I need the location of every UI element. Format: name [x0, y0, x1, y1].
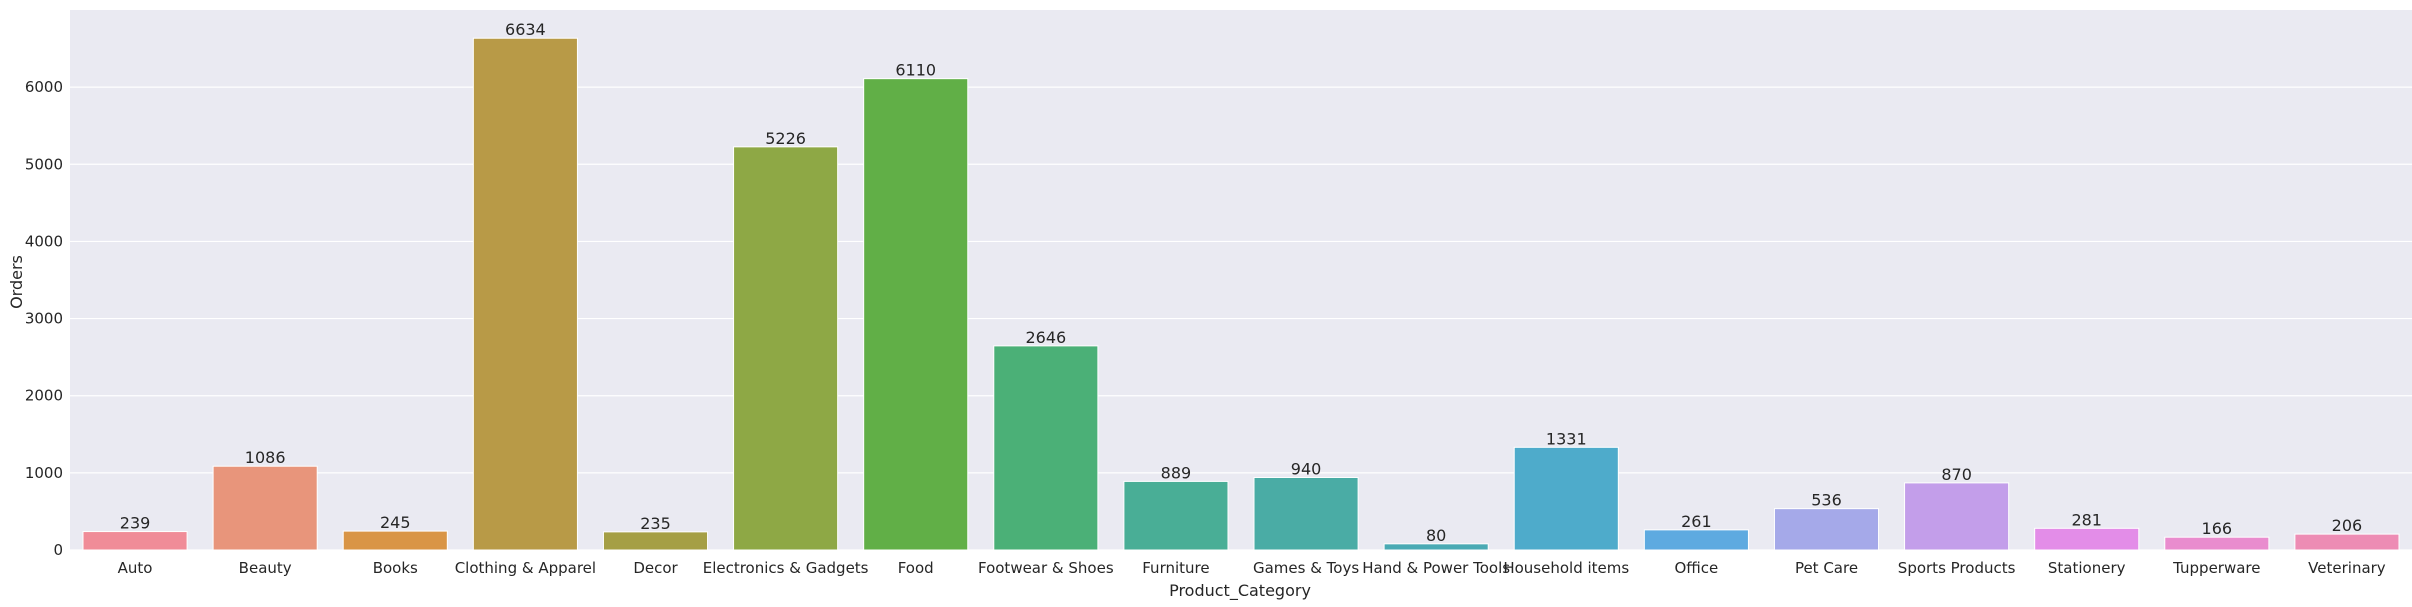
- bar-value-label: 5226: [765, 129, 806, 148]
- x-tick-label: Tupperware: [2172, 559, 2260, 577]
- x-tick-label: Veterinary: [2308, 559, 2386, 577]
- bar: [1643, 529, 1749, 551]
- bar: [2034, 527, 2140, 551]
- bar-value-label: 889: [1161, 463, 1192, 482]
- x-tick-label: Decor: [633, 559, 678, 577]
- bar-value-label: 1086: [245, 448, 286, 467]
- bar: [2164, 536, 2270, 551]
- bar-value-label: 2646: [1025, 328, 1066, 347]
- bar: [863, 78, 969, 551]
- bar: [1904, 482, 2010, 551]
- bar-value-label: 940: [1291, 459, 1322, 478]
- bars: [82, 37, 2400, 551]
- x-tick-label: Clothing & Apparel: [455, 559, 596, 577]
- x-tick-label: Games & Toys: [1253, 559, 1359, 577]
- y-tick-labels: 0 1000 2000 3000 4000 5000 6000: [25, 78, 63, 559]
- x-tick-label: Sports Products: [1898, 559, 2016, 577]
- bar: [472, 37, 578, 551]
- bar: [82, 531, 188, 551]
- bar: [1513, 446, 1619, 551]
- bar-value-label: 239: [120, 514, 151, 533]
- bar-value-label: 870: [1941, 465, 1972, 484]
- y-tick-label: 1000: [25, 464, 63, 482]
- bar-value-label: 281: [2071, 510, 2102, 529]
- y-tick-label: 2000: [25, 387, 63, 405]
- x-tick-labels: Auto Beauty Books Clothing & Apparel Decor El…: [118, 559, 2386, 577]
- bar: [342, 530, 448, 551]
- plot-background: [70, 10, 2412, 550]
- y-axis-label: Orders: [7, 255, 26, 309]
- bar: [993, 345, 1099, 551]
- y-tick-label: 4000: [25, 232, 63, 250]
- x-tick-label: Electronics & Gadgets: [703, 559, 869, 577]
- x-tick-label: Books: [373, 559, 418, 577]
- x-axis-label: Product_Category: [1169, 581, 1311, 601]
- gridlines: [70, 86, 2412, 551]
- bar-value-label: 80: [1426, 526, 1446, 545]
- bar-value-labels: 239 1086 245 6634 235 5226 6110 2646 889 940 80 133…: [120, 20, 2362, 545]
- bar-value-label: 6110: [895, 61, 936, 80]
- x-tick-label: Food: [898, 559, 934, 577]
- x-tick-label: Hand & Power Tools: [1362, 559, 1510, 577]
- bar-value-label: 6634: [505, 20, 546, 39]
- bar: [212, 465, 318, 551]
- x-tick-label: Footwear & Shoes: [978, 559, 1114, 577]
- x-tick-label: Office: [1674, 559, 1718, 577]
- bar-value-label: 245: [380, 513, 411, 532]
- x-tick-label: Stationery: [2048, 559, 2126, 577]
- bar: [2294, 533, 2400, 551]
- bar-value-label: 261: [1681, 512, 1712, 531]
- bar: [1383, 543, 1489, 551]
- x-tick-label: Auto: [118, 559, 153, 577]
- bar-value-label: 235: [640, 514, 671, 533]
- bar: [602, 531, 709, 551]
- x-tick-label: Beauty: [239, 559, 292, 577]
- x-tick-label: Pet Care: [1795, 559, 1858, 577]
- bar: [1773, 508, 1880, 551]
- x-tick-label: Furniture: [1142, 559, 1209, 577]
- y-tick-label: 3000: [25, 310, 63, 328]
- bar-value-label: 1331: [1546, 429, 1587, 448]
- bar-value-label: 166: [2202, 519, 2233, 538]
- bar-value-label: 536: [1811, 491, 1842, 510]
- bar: [1123, 480, 1229, 551]
- y-tick-label: 5000: [25, 155, 63, 173]
- y-tick-label: 6000: [25, 78, 63, 96]
- bar-value-label: 206: [2332, 516, 2363, 535]
- y-tick-label: 0: [53, 541, 63, 559]
- bar: [1253, 476, 1359, 551]
- bar: [733, 146, 839, 551]
- x-tick-label: Household items: [1503, 559, 1629, 577]
